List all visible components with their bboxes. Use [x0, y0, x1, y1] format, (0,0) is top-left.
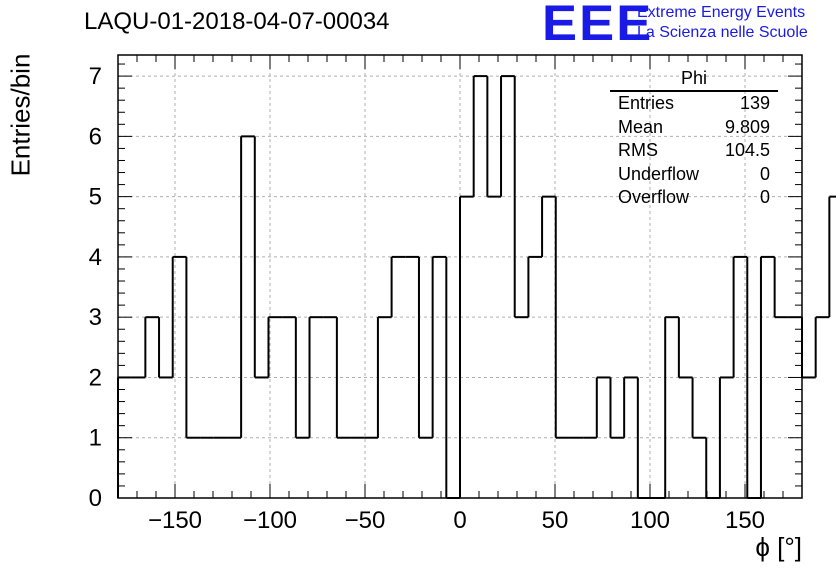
tick-labels: −150 −100 −50 0 50 100 150 0 1 2 3 4 5 6 7 — [89, 63, 765, 534]
stats-label: Entries — [618, 93, 675, 113]
logo-line-2: La Scienza nelle Scuole — [637, 24, 808, 41]
stats-value: 9.809 — [724, 116, 770, 137]
stats-label: RMS — [618, 140, 658, 160]
y-tick-label: 6 — [89, 123, 102, 150]
x-tick-label: 150 — [725, 507, 765, 534]
y-axis-label-box: Entries/bin — [6, 40, 36, 190]
stats-value: 104.5 — [724, 140, 770, 160]
plot-frame — [117, 54, 803, 499]
x-tick-label: 0 — [453, 507, 466, 534]
eee-logo: EEE — [542, 0, 654, 51]
logo-line-1: Extreme Energy Events — [637, 4, 806, 21]
histogram-bins — [117, 75, 836, 499]
stats-row-underflow: Underflow 0 — [610, 163, 778, 187]
chart-title: LAQU-01-2018-04-07-00034 — [84, 8, 390, 35]
x-tick-label: 50 — [542, 507, 569, 534]
stats-histogram-name: Phi — [610, 68, 778, 92]
y-tick-label: 1 — [89, 425, 102, 452]
y-tick-label: 3 — [89, 304, 102, 331]
stats-value: 0 — [759, 163, 770, 184]
axis-ticks — [118, 55, 802, 499]
y-axis-label: Entries/bin — [5, 53, 36, 177]
logo-caption: Extreme Energy Events La Scienza nelle S… — [637, 3, 808, 43]
stats-row-mean: Mean 9.809 — [610, 116, 778, 140]
stats-label: Underflow — [618, 163, 700, 184]
y-tick-label: 0 — [89, 485, 102, 512]
stats-value: 0 — [759, 187, 770, 207]
y-tick-label: 7 — [89, 63, 102, 90]
y-tick-label: 4 — [89, 244, 102, 271]
stats-value: 139 — [739, 93, 770, 113]
x-tick-label: −50 — [345, 507, 386, 534]
stats-row-entries: Entries 139 — [610, 92, 778, 116]
x-tick-label: −150 — [148, 507, 202, 534]
x-tick-label: 100 — [630, 507, 670, 534]
y-tick-label: 2 — [89, 364, 102, 391]
stats-row-rms: RMS 104.5 — [610, 139, 778, 163]
stats-label: Overflow — [618, 187, 690, 207]
x-axis-label: ϕ [°] — [755, 532, 802, 562]
stats-row-overflow: Overflow 0 — [610, 186, 778, 210]
stats-label: Mean — [618, 116, 664, 137]
stats-box: Phi Entries 139 Mean 9.809 RMS 104.5 Und… — [610, 68, 778, 210]
y-tick-label: 5 — [89, 184, 102, 211]
x-tick-label: −100 — [243, 507, 297, 534]
